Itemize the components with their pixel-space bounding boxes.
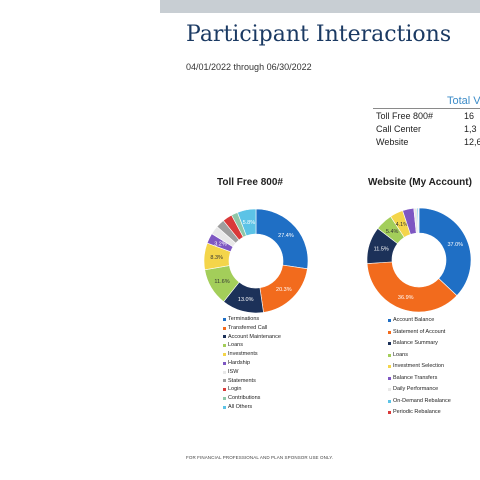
legend-swatch [388, 353, 391, 357]
row-label: Toll Free 800# [376, 111, 434, 121]
legend-swatch [223, 370, 226, 374]
legend-item-statements: Statements [223, 377, 281, 386]
legend-label: Terminations [228, 316, 260, 322]
legend-swatch [223, 326, 226, 330]
legend-item-periodic-rebalance: Periodic Rebalance [388, 407, 451, 419]
row-value: 12,6 [464, 137, 480, 147]
slice-all-others [237, 208, 257, 237]
legend-swatch [223, 361, 226, 365]
chart-title-website: Website (My Account) [368, 177, 472, 188]
data-label-loans: 11.6% [214, 279, 229, 285]
legend-label: Investment Selection [393, 363, 445, 369]
donut-chart-toll-free: 27.4% 20.3% 13.0% 11.6% 8.3% 3.2% 5.8% [203, 208, 309, 314]
legend-label: Balance Summary [393, 340, 438, 346]
legend-label: On-Demand Rebalance [393, 397, 451, 404]
legend-swatch [223, 335, 226, 339]
chart-title-toll-free: Toll Free 800# [217, 177, 283, 188]
row-label: Call Center [376, 124, 422, 134]
total-volume-header: Total V [447, 95, 480, 107]
legend-item-investment-selection: Investment Selection [388, 361, 451, 373]
slice-statement-of-account [366, 261, 458, 313]
data-label-balance-summary: 11.5% [374, 246, 389, 252]
data-label-transferred-call: 20.3% [276, 287, 292, 293]
slice-account-balance [418, 207, 472, 297]
legend-label: Statement of Account [393, 328, 446, 335]
legend-item-loans: Loans [223, 341, 281, 350]
data-label-investments: 8.3% [210, 255, 223, 261]
donut-chart-website: 37.0% 36.9% 11.5% 5.4%4.1% [366, 207, 472, 313]
page-title: Participant Interactions [186, 22, 452, 47]
data-label-loans: 5.4% [386, 229, 399, 235]
data-label-statement-of-account: 36.9% [398, 295, 414, 301]
legend-swatch [223, 379, 226, 383]
legend-label: Account Balance [393, 317, 435, 323]
row-label: Website [376, 137, 409, 147]
legend-item-on-demand-rebalance: On-Demand Rebalance [388, 396, 451, 408]
legend-swatch [223, 388, 226, 392]
total-volume-rule [373, 108, 480, 109]
legend-label: Loans [393, 351, 408, 358]
legend-label: Contributions [228, 395, 261, 402]
legend-swatch [388, 411, 391, 415]
disclaimer-footer: FOR FINANCIAL PROFESSIONAL AND PLAN SPON… [186, 455, 334, 460]
legend-label: Loans [228, 342, 243, 349]
legend-item-all-others: All Others [223, 403, 281, 412]
legend-label: Periodic Rebalance [393, 409, 441, 415]
legend-item-investments: Investments [223, 350, 281, 359]
legend-swatch [223, 405, 226, 409]
row-value: 1,3 [464, 124, 477, 134]
legend-item-daily-performance: Daily Performance [388, 384, 451, 396]
slice-periodic-rebalance [418, 207, 420, 234]
legend-swatch [388, 376, 391, 380]
legend-swatch [388, 365, 391, 369]
legend-item-balance-transfers: Balance Transfers [388, 373, 451, 385]
legend-item-transferred-call: Transferred Call [223, 324, 281, 333]
legend-label: Hardship [228, 359, 251, 366]
legend-swatch [223, 397, 226, 401]
data-label-hardship: 3.2% [214, 242, 227, 248]
legend-label: All Others [228, 403, 253, 410]
row-value: 16 [464, 111, 475, 121]
legend-swatch [388, 319, 391, 323]
legend-swatch [223, 344, 226, 348]
legend-item-login: Login [223, 385, 281, 394]
legend-swatch [223, 353, 226, 357]
data-label-account-maintenance: 13.0% [238, 297, 254, 303]
top-bar [160, 0, 480, 13]
legend-label: Investments [228, 351, 258, 358]
legend-swatch [388, 388, 391, 392]
legend-swatch [223, 317, 226, 321]
legend-item-account-maintenance: Account Maintenance [223, 333, 281, 342]
legend-swatch [388, 399, 391, 403]
legend-label: Statements [228, 377, 256, 384]
legend-label: ISW [228, 368, 239, 375]
legend-item-terminations: Terminations [223, 315, 281, 324]
data-label-investment-selection: 4.1% [396, 222, 409, 228]
date-range: 04/01/2022 through 06/30/2022 [186, 62, 312, 72]
legend-label: Login [228, 386, 242, 393]
legend-toll-free: Terminations Transferred Call Account Main… [223, 315, 281, 412]
legend-item-loans: Loans [388, 350, 451, 362]
left-margin [0, 0, 160, 480]
legend-label: Daily Performance [393, 386, 439, 392]
legend-website: Account Balance Statement of Account Balan… [388, 315, 451, 419]
legend-item-hardship: Hardship [223, 359, 281, 368]
data-label-terminations: 27.4% [278, 233, 294, 239]
legend-item-account-balance: Account Balance [388, 315, 451, 327]
legend-item-contributions: Contributions [223, 394, 281, 403]
legend-swatch [388, 342, 391, 346]
data-label-all-others: 5.8% [243, 220, 256, 226]
data-label-account-balance: 37.0% [447, 242, 463, 248]
legend-item-isw: ISW [223, 368, 281, 377]
legend-item-statement-of-account: Statement of Account [388, 327, 451, 339]
legend-swatch [388, 330, 391, 334]
legend-label: Transferred Call [228, 324, 268, 331]
legend-label: Account Maintenance [228, 333, 281, 340]
legend-item-balance-summary: Balance Summary [388, 338, 451, 350]
legend-label: Balance Transfers [393, 374, 438, 381]
